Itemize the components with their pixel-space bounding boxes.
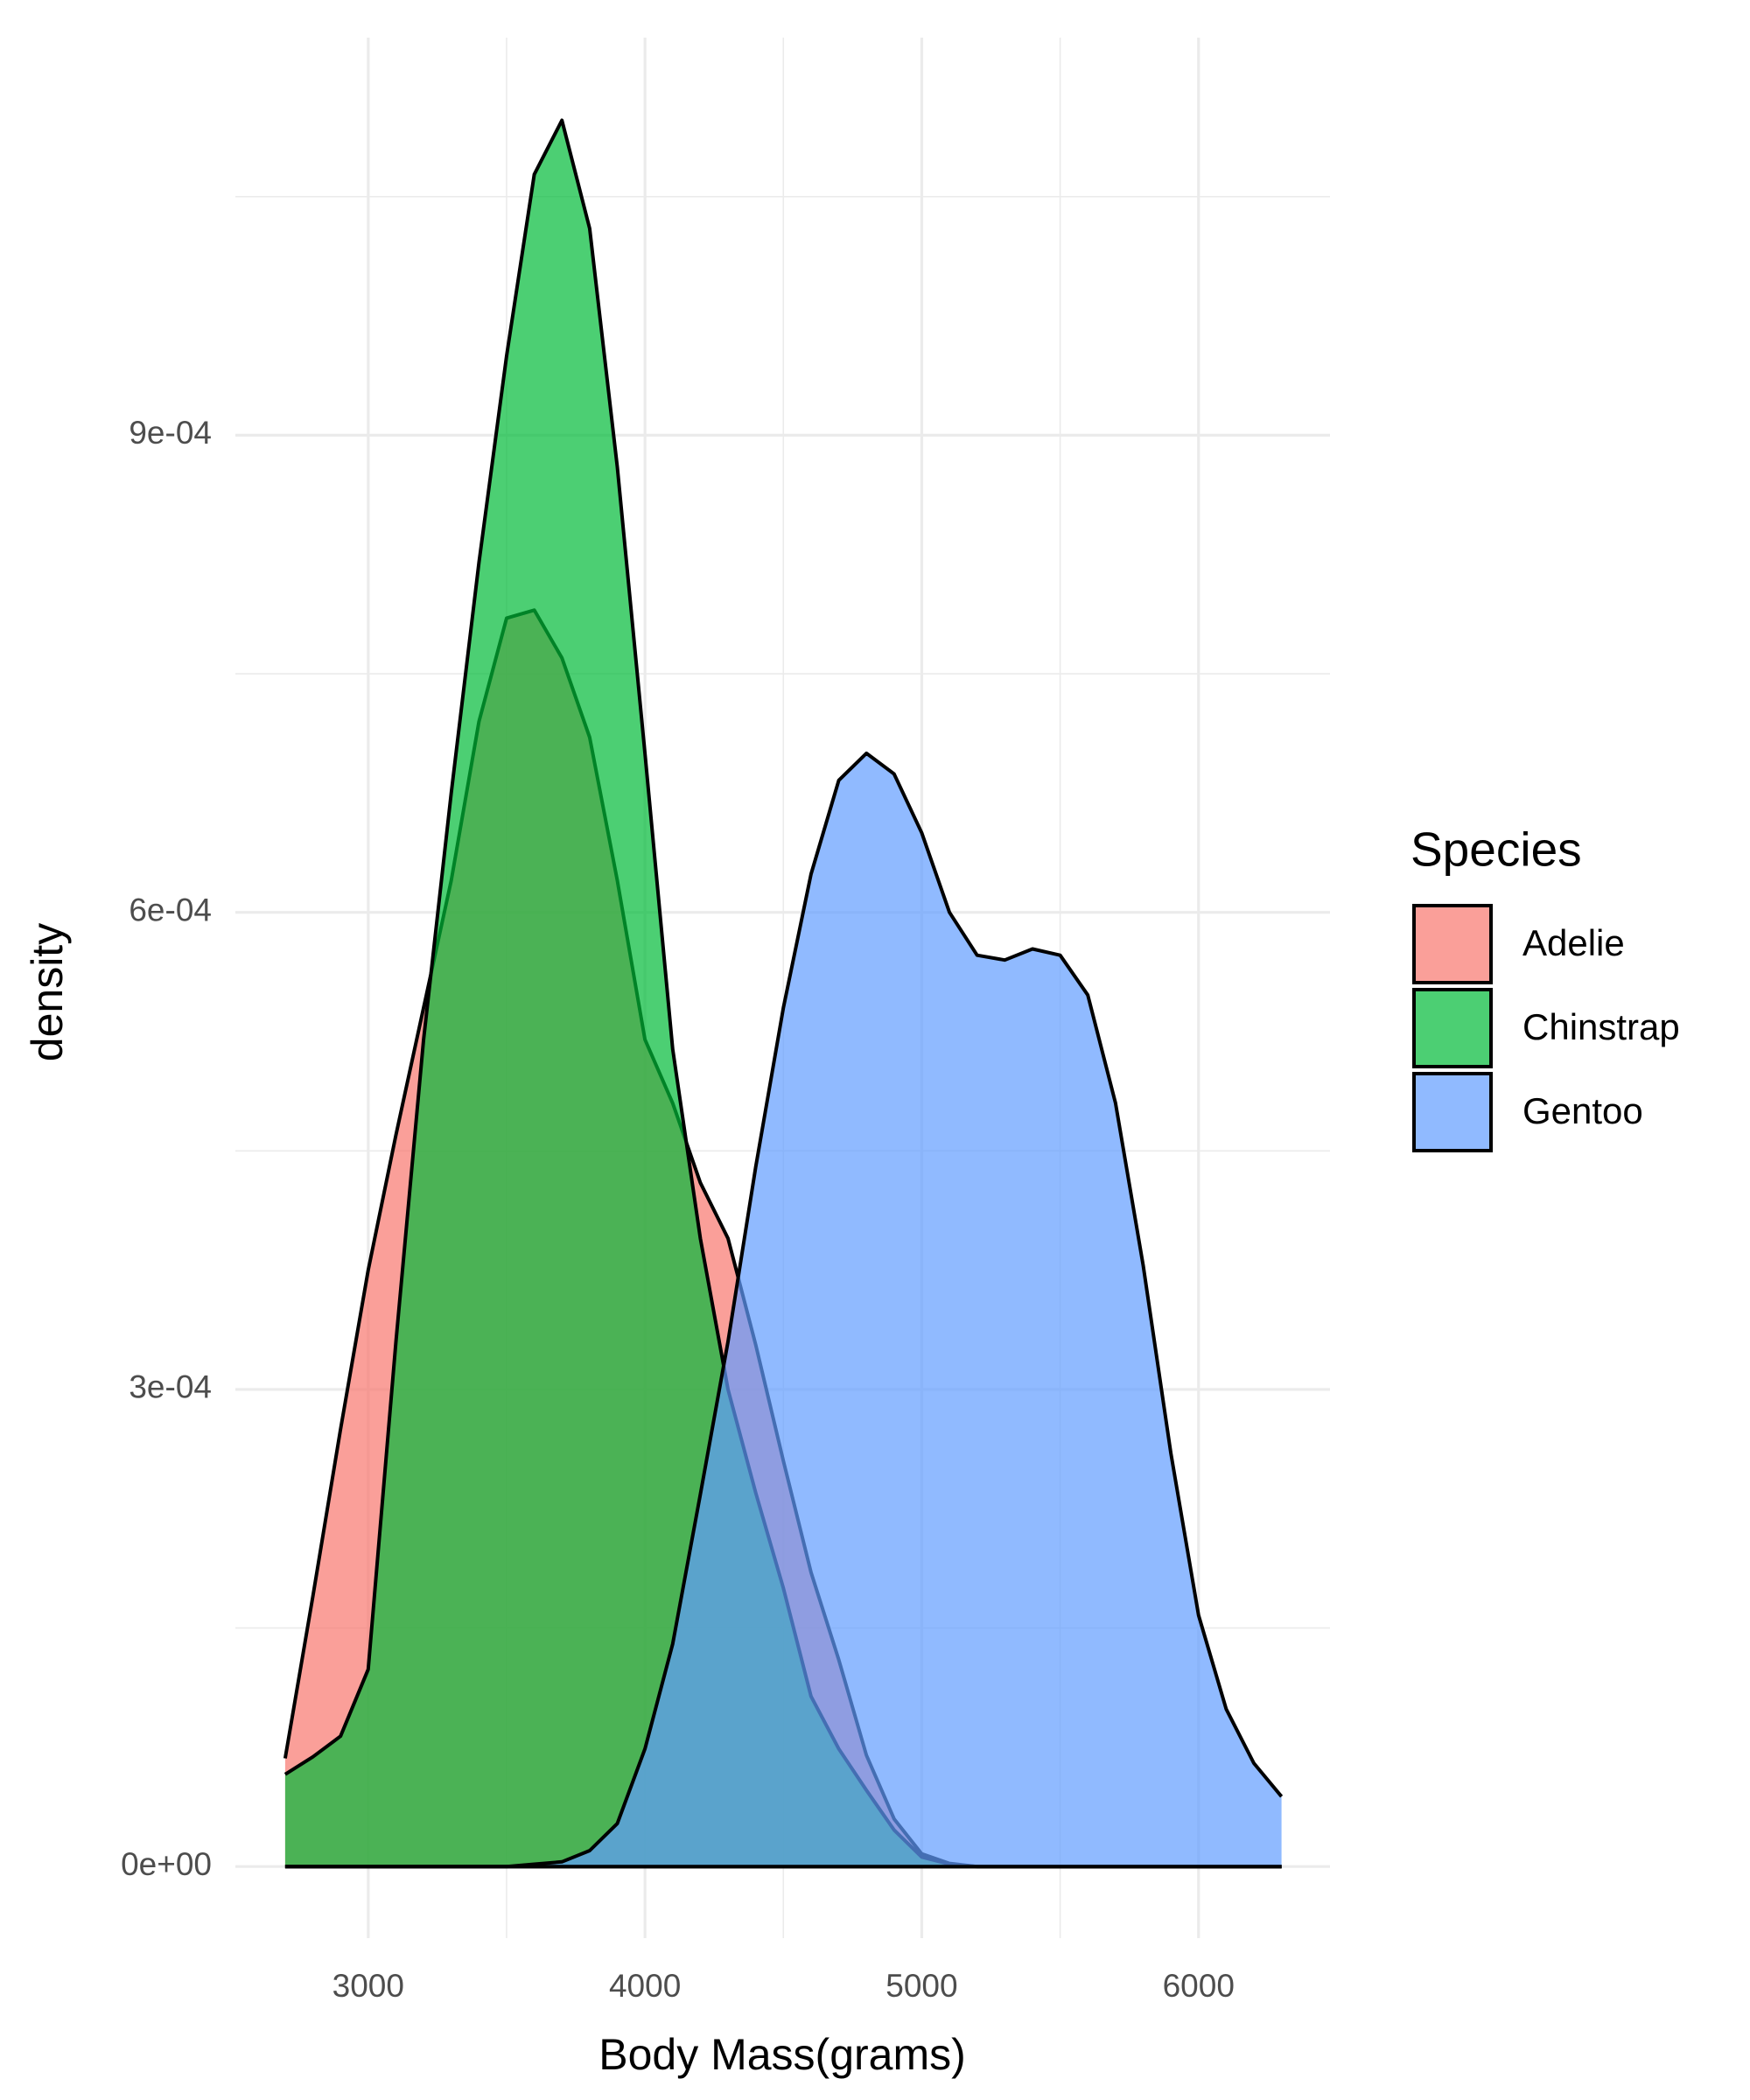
density-area [284, 120, 1282, 1867]
x-tick-label: 3000 [332, 1968, 404, 2004]
legend-swatch [1412, 1072, 1493, 1152]
legend-label: Chinstrap [1522, 1006, 1680, 1047]
legend-title: Species [1410, 822, 1582, 877]
y-axis-title: density [23, 923, 72, 1061]
density-area [284, 752, 1282, 1867]
y-tick-label: 9e-04 [129, 415, 212, 451]
x-tick-label: 4000 [609, 1968, 681, 2004]
legend-label: Gentoo [1522, 1090, 1643, 1131]
legend-swatch [1412, 904, 1493, 984]
axes: 3000 4000 5000 6000 0e+00 3e-04 6e-04 9e-04 [121, 415, 1235, 2004]
legend-label: Adelie [1522, 922, 1625, 963]
legend-swatch [1412, 988, 1493, 1068]
y-tick-label: 0e+00 [121, 1846, 212, 1882]
x-tick-label: 5000 [886, 1968, 957, 2004]
x-axis-title: Body Mass(grams) [598, 2030, 966, 2079]
y-tick-label: 6e-04 [129, 892, 212, 928]
y-tick-label: 3e-04 [129, 1369, 212, 1405]
legend: Species Adelie Chinstrap Gentoo [1410, 822, 1680, 1152]
x-tick-label: 6000 [1163, 1968, 1235, 2004]
marks [283, 118, 1284, 1869]
